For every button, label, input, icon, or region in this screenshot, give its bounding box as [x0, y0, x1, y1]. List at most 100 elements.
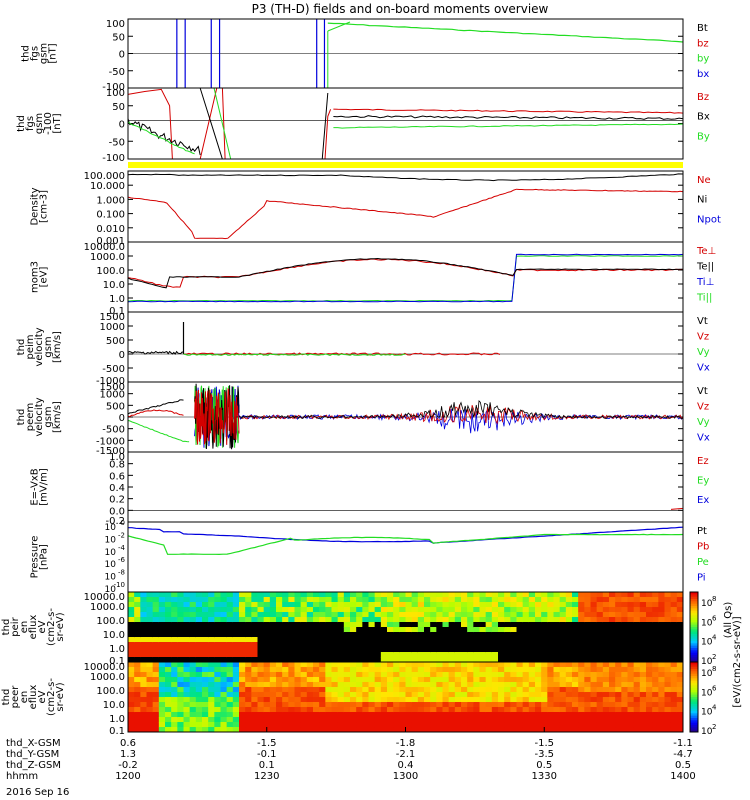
spectrogram-cell — [245, 672, 252, 678]
spectrogram-cell — [658, 612, 665, 618]
spectrogram-cell — [639, 602, 647, 608]
spectrogram-cell — [380, 602, 388, 608]
spectrogram-cell — [664, 707, 672, 713]
spectrogram-cell — [306, 647, 314, 653]
spectrogram-cell — [140, 627, 147, 633]
spectrogram-cell — [590, 617, 598, 623]
colorbar-cell — [690, 629, 698, 633]
spectrogram-cell — [491, 672, 499, 678]
spectrogram-cell — [467, 657, 474, 663]
spectrogram-cell — [134, 682, 141, 688]
spectrogram-cell — [491, 642, 499, 648]
spectrogram-cell — [498, 652, 505, 658]
spectrogram-cell — [510, 707, 517, 713]
spectrogram-cell — [368, 602, 376, 608]
spectrogram-cell — [633, 647, 641, 653]
spectrogram-cell — [609, 612, 616, 618]
spectrogram-cell — [491, 702, 499, 708]
spectrogram-cell — [670, 652, 678, 658]
spectrogram-cell — [171, 692, 178, 698]
spectrogram-cell — [535, 672, 542, 678]
spectrogram-cell — [639, 607, 647, 613]
spectrogram-cell — [134, 642, 141, 648]
spectrogram-cell — [325, 717, 332, 723]
spectrogram-cell — [535, 622, 542, 628]
spectrogram-cell — [245, 637, 252, 643]
spectrogram-cell — [165, 602, 172, 608]
spectrogram-cell — [214, 627, 221, 633]
x-axis-value: 1330 — [532, 771, 557, 782]
spectrogram-cell — [436, 637, 443, 643]
spectrogram-cell — [195, 672, 203, 678]
spectrogram-cell — [177, 612, 184, 618]
spectrogram-cell — [553, 622, 561, 628]
te-par-trace — [127, 257, 684, 289]
spectrogram-cell — [609, 657, 616, 663]
spectrogram-cell — [232, 602, 240, 608]
spectrogram-cell — [263, 612, 271, 618]
spectrogram-cell — [424, 637, 431, 643]
spectrogram-cell — [442, 612, 450, 618]
spectrogram-cell — [461, 607, 468, 613]
spectrogram-cell — [590, 682, 598, 688]
spectrogram-cell — [652, 707, 659, 713]
spectrogram-cell — [251, 712, 258, 718]
spectrogram-cell — [300, 652, 308, 658]
spectrogram-cell — [165, 652, 172, 658]
spectrogram-cell — [220, 662, 228, 668]
spectrogram-cell — [639, 717, 647, 723]
spectrogram-cell — [325, 647, 332, 653]
spectrogram-cell — [374, 657, 382, 663]
spectrogram-cell — [461, 707, 468, 713]
spectrogram-cell — [485, 722, 493, 728]
spectrogram-cell — [239, 702, 246, 708]
legend-peem_velocity-Vx: Vx — [697, 433, 710, 444]
spectrogram-cell — [128, 707, 135, 713]
spectrogram-cell — [541, 602, 548, 608]
spectrogram-cell — [171, 657, 178, 663]
spectrogram-cell — [269, 692, 277, 698]
spectrogram-cell — [590, 667, 598, 673]
spectrogram-cell — [226, 712, 234, 718]
spectrogram-cell — [430, 717, 437, 723]
spectrogram-cell — [670, 682, 678, 688]
spectrogram-cell — [350, 657, 357, 663]
ylabel-efield: E=-VxB — [30, 468, 41, 505]
spectrogram-cell — [263, 677, 271, 683]
spectrogram-cell — [658, 702, 665, 708]
spectrogram-cell — [195, 727, 203, 733]
spectrogram-cell — [226, 642, 234, 648]
spectrogram-cell — [590, 657, 598, 663]
spectrogram-cell — [251, 667, 258, 673]
spectrogram-cell — [467, 697, 474, 703]
spectrogram-cell — [269, 602, 277, 608]
spectrogram-cell — [652, 712, 659, 718]
spectrogram-cell — [417, 712, 425, 718]
tick-label-efield: 0.4 — [109, 483, 125, 494]
spectrogram-cell — [424, 632, 431, 638]
spectrogram-cell — [411, 722, 419, 728]
spectrogram-cell — [152, 662, 160, 668]
spectrogram-cell — [232, 692, 240, 698]
spectrogram-cell — [282, 642, 289, 648]
spectrogram-cell — [387, 607, 394, 613]
spectrogram-cell — [202, 707, 209, 713]
spectrogram-cell — [128, 617, 135, 623]
ylabel-peir_spec: (cm2-s- — [46, 608, 57, 646]
spectrogram-cell — [276, 647, 283, 653]
spectrogram-cell — [128, 687, 135, 693]
spectrogram-cell — [479, 722, 487, 728]
spectrogram-cell — [325, 702, 332, 708]
spectrogram-cell — [522, 702, 530, 708]
spectrogram-cell — [633, 642, 641, 648]
spectrogram-cell — [257, 687, 265, 693]
spectrogram-cell — [165, 627, 172, 633]
spectrogram-cell — [430, 597, 437, 603]
spectrogram-cell — [134, 722, 141, 728]
spectrogram-cell — [516, 712, 524, 718]
spectrogram-cell — [245, 632, 252, 638]
ylabel-fgs: gsm — [39, 43, 50, 64]
spectrogram-cell — [343, 677, 351, 683]
spectrogram-cell — [393, 692, 400, 698]
spectrogram-cell — [232, 722, 240, 728]
